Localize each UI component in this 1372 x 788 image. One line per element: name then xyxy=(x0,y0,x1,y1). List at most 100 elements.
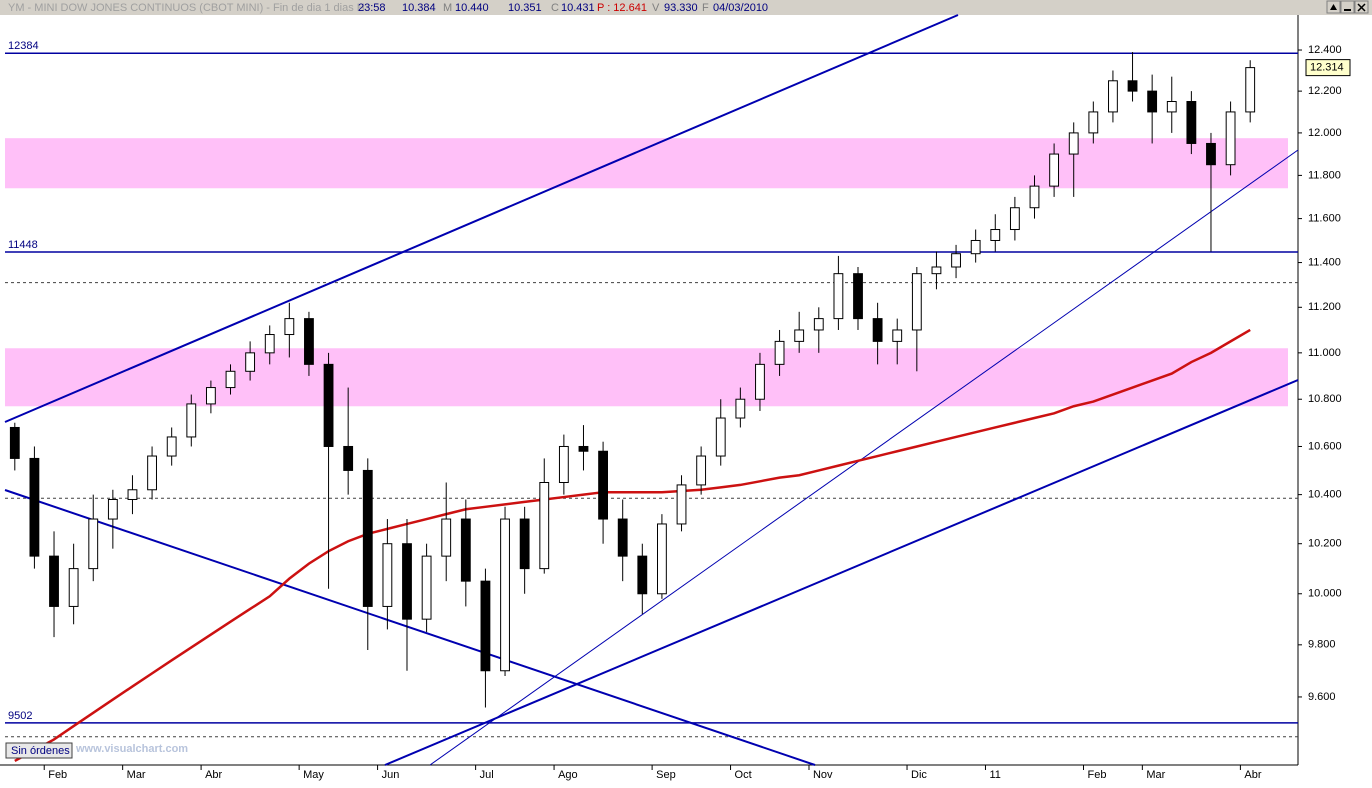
candle-body xyxy=(676,484,687,525)
price-axis-panel xyxy=(1298,15,1372,765)
candle-body xyxy=(657,523,667,595)
y-tick-label: 12.000 xyxy=(1308,127,1342,139)
candle-body xyxy=(68,568,79,607)
candle-body xyxy=(1225,111,1236,166)
candle-body xyxy=(539,482,550,570)
plot xyxy=(9,52,1256,763)
candle-body xyxy=(480,580,491,672)
x-tick-label: Abr xyxy=(1244,769,1261,781)
candle-body xyxy=(1068,132,1079,155)
header-time: 23:58 xyxy=(358,2,386,14)
watermark: www.visualchart.com xyxy=(75,743,188,755)
candle-body xyxy=(931,266,942,275)
x-tick-label: Feb xyxy=(1088,769,1107,781)
candle-body xyxy=(460,518,471,582)
candle-body xyxy=(9,426,20,459)
header-date: 04/03/2010 xyxy=(713,2,768,14)
y-tick-label: 11.400 xyxy=(1308,256,1341,268)
zone xyxy=(5,138,1288,189)
x-tick-label: Jul xyxy=(480,769,494,781)
header-title: YM - MINI DOW JONES CONTINUOS (CBOT MINI… xyxy=(8,2,365,14)
candle-body xyxy=(813,318,824,331)
candle-body xyxy=(1088,111,1099,134)
candle-body xyxy=(1029,185,1040,209)
button-minimize[interactable] xyxy=(1340,0,1355,14)
y-tick-label: 10.200 xyxy=(1308,538,1342,550)
header-open: 10.384 xyxy=(402,2,436,14)
candle-body xyxy=(735,398,746,419)
y-tick-label: 10.800 xyxy=(1308,393,1342,405)
y-tick-label: 10.600 xyxy=(1308,440,1342,452)
candle-body xyxy=(598,450,608,520)
candle-body xyxy=(49,555,59,607)
header-bar xyxy=(0,0,1372,15)
candle-body xyxy=(911,273,922,331)
candle-body xyxy=(284,318,295,336)
candle-body xyxy=(519,518,530,570)
y-tick-label: 10.400 xyxy=(1308,489,1342,501)
candle-body xyxy=(637,555,648,595)
candle-body xyxy=(1108,80,1118,113)
level-label: 9502 xyxy=(8,710,32,722)
candle-body xyxy=(872,318,883,342)
header-volume-key: V xyxy=(652,2,660,14)
header-low: 10.351 xyxy=(508,2,542,14)
header-date-key: F xyxy=(702,2,709,14)
candle-body xyxy=(951,253,961,268)
y-tick-label: 11.200 xyxy=(1308,301,1341,313)
y-tick-label: 12.400 xyxy=(1308,44,1342,56)
x-tick-label: Mar xyxy=(127,769,146,781)
x-tick-label: Oct xyxy=(735,769,752,781)
status-button[interactable] xyxy=(5,742,73,759)
candle-body xyxy=(245,352,256,372)
candle-body xyxy=(441,518,452,557)
y-tick-label: 9.800 xyxy=(1308,639,1336,651)
candle-body xyxy=(166,436,177,457)
header-close-key: C xyxy=(551,2,559,14)
candle-body xyxy=(853,273,863,320)
trend-line xyxy=(4,489,816,766)
candle-body xyxy=(362,469,373,607)
y-tick-label: 10.000 xyxy=(1308,588,1342,600)
level-label: 12384 xyxy=(8,40,39,52)
candle-body xyxy=(990,229,1001,241)
candle-body xyxy=(500,518,510,672)
candle-body xyxy=(402,543,412,620)
candle-body xyxy=(1245,67,1256,113)
y-tick-label: 11.800 xyxy=(1308,169,1341,181)
x-tick-label: Sep xyxy=(656,769,676,781)
window-buttons[interactable] xyxy=(1326,0,1369,14)
header-volume: 93.330 xyxy=(664,2,698,14)
candle-body xyxy=(264,334,275,354)
status-text: Sin órdenes xyxy=(11,745,70,757)
candle-body xyxy=(1147,90,1158,113)
candle-body xyxy=(186,403,197,438)
x-tick-label: Abr xyxy=(205,769,222,781)
x-tick-label: Jun xyxy=(382,769,400,781)
candle-body xyxy=(88,518,99,570)
last-price-box xyxy=(1305,59,1351,77)
candle-body xyxy=(1049,153,1060,187)
candle-body xyxy=(774,340,785,365)
candle-body xyxy=(225,370,236,389)
candle-body xyxy=(794,329,805,342)
header-high: 10.440 xyxy=(455,2,489,14)
trend-lines xyxy=(4,14,1299,766)
candle-body xyxy=(205,387,216,405)
header-prev: P : 12.641 xyxy=(597,2,647,14)
header-high-key: M xyxy=(443,2,452,14)
candle-body xyxy=(578,445,589,452)
header-close: 10.431 xyxy=(561,2,595,14)
levels: 12384 11448 9502 xyxy=(5,40,1298,738)
candle-body xyxy=(29,457,40,557)
icon xyxy=(1357,3,1366,12)
x-tick-label: Dic xyxy=(911,769,927,781)
candle-body xyxy=(755,363,765,400)
candle-body xyxy=(833,273,844,320)
y-tick-label: 11.600 xyxy=(1308,213,1341,225)
trend-line xyxy=(429,149,1299,766)
candle-body xyxy=(1009,207,1020,231)
candle-body xyxy=(147,455,157,491)
y-tick-label: 12.200 xyxy=(1308,85,1342,97)
trend-line xyxy=(4,14,959,423)
